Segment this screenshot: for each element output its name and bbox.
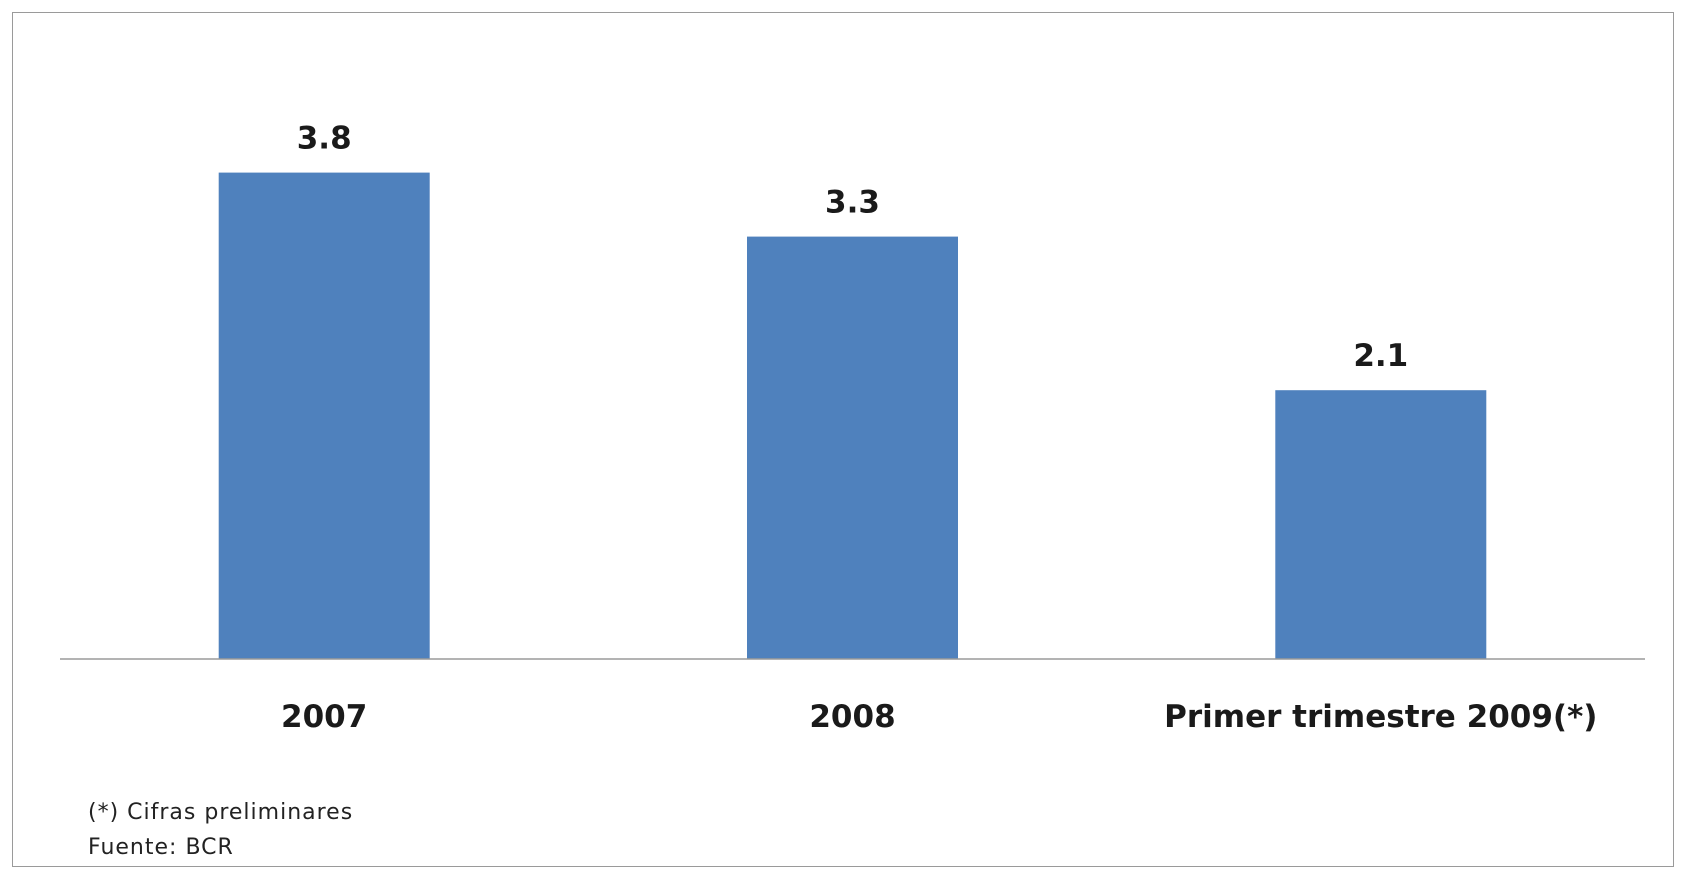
data-label-0: 3.8	[297, 121, 352, 157]
footnote-preliminary: (*) Cifras preliminares	[88, 800, 354, 825]
data-label-1: 3.3	[825, 185, 880, 221]
bar-0	[218, 172, 430, 659]
labels-layer: 3.8 2007 3.3 2008 2.1 Primer trimestre 2009(*…	[281, 121, 1597, 735]
category-label-1: 2008	[809, 699, 895, 735]
footnote-source: Fuente: BCR	[88, 835, 234, 860]
category-label-2: Primer trimestre 2009(*)	[1164, 699, 1597, 735]
bar-2	[1275, 390, 1487, 659]
bar-1	[747, 236, 958, 659]
data-label-2: 2.1	[1353, 338, 1408, 374]
category-label-0: 2007	[281, 699, 367, 735]
bars-layer	[218, 172, 1487, 659]
